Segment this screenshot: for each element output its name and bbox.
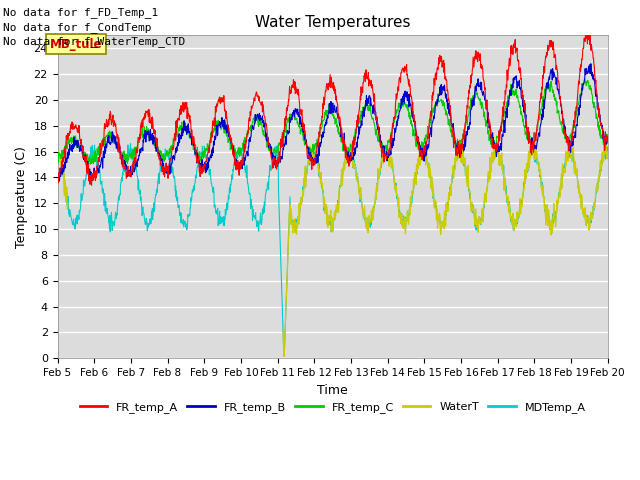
Text: No data for f_CondTemp: No data for f_CondTemp <box>3 22 152 33</box>
X-axis label: Time: Time <box>317 384 348 396</box>
Legend: FR_temp_A, FR_temp_B, FR_temp_C, WaterT, MDTemp_A: FR_temp_A, FR_temp_B, FR_temp_C, WaterT,… <box>75 397 590 417</box>
Y-axis label: Temperature (C): Temperature (C) <box>15 146 28 248</box>
Text: No data for f_FD_Temp_1: No data for f_FD_Temp_1 <box>3 7 159 18</box>
Text: No data for f_WaterTemp_CTD: No data for f_WaterTemp_CTD <box>3 36 186 47</box>
Text: MB_tule: MB_tule <box>50 38 102 51</box>
Title: Water Temperatures: Water Temperatures <box>255 15 410 30</box>
